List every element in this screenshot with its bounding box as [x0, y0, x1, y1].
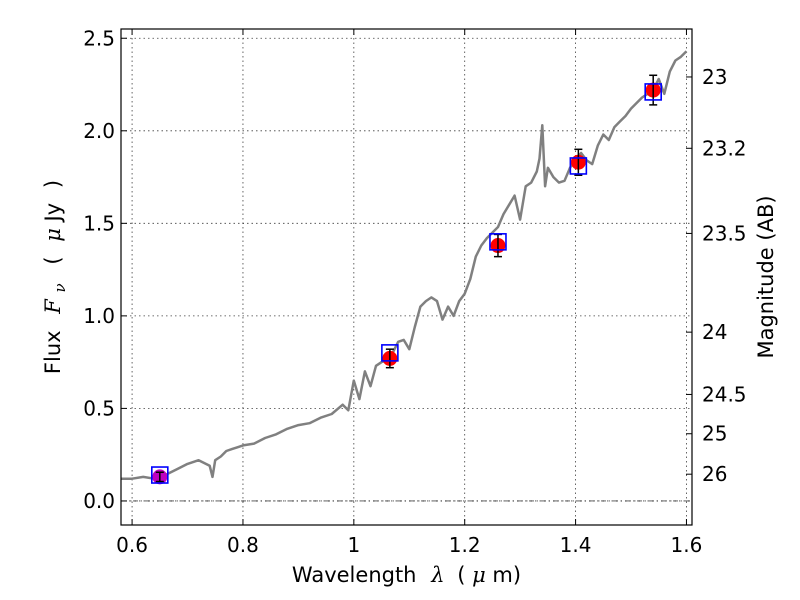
model-box-marker: [644, 83, 662, 101]
x-axis-label-mu: μ: [472, 563, 486, 587]
mag-tick-label: 24.5: [702, 382, 747, 406]
y2-axis-label: Magnitude (AB): [754, 195, 778, 358]
mag-tick-label: 23.2: [702, 136, 747, 160]
grid: [121, 29, 692, 525]
y-axis-label-mu: μ: [41, 228, 65, 242]
x-tick-label: 1.2: [449, 533, 481, 557]
x-axis-label-unit: m): [492, 563, 521, 587]
x-tick-label: 1.6: [671, 533, 703, 557]
photometry-point: [569, 148, 588, 176]
mag-tick-label: 23.5: [702, 221, 747, 245]
mag-tick-label: 26: [702, 462, 727, 486]
model-box-marker: [381, 344, 399, 362]
mag-tick-label: 23: [702, 65, 727, 89]
x-tick-label: 1.4: [560, 533, 592, 557]
photometry-point: [489, 233, 507, 258]
y-axis-label: Flux F ν ( μ Jy ): [41, 180, 70, 374]
y-tick-label: 1.5: [83, 211, 115, 235]
mag-tick-label: 24: [702, 320, 727, 344]
photometry-point: [644, 74, 662, 106]
x-axis-label-unit-open: (: [457, 563, 465, 587]
axis-ticks: 0.6 0.8 1 1.2 1.4 1.6 0.0 0.5 1.0 1.5 2.0 2.5 23 23.2…: [83, 26, 746, 557]
y-tick-label: 2.0: [83, 119, 115, 143]
y-axis-label-nu: ν: [51, 283, 69, 292]
spectrum-series: [121, 50, 688, 480]
x-axis-label-lambda: λ: [430, 563, 444, 587]
model-box-marker: [151, 466, 169, 484]
photometry-points: [151, 74, 662, 485]
spectrum-line: [121, 50, 688, 480]
photometry-point: [151, 466, 169, 485]
y-axis-label-unit-open: (: [41, 256, 65, 264]
y-axis-label-unit: Jy: [41, 203, 65, 224]
x-axis-label-text: Wavelength: [292, 563, 417, 587]
x-tick-label: 0.8: [227, 533, 259, 557]
y-axis-label-unit-close: ): [41, 180, 65, 188]
y-axis-label-text: Flux: [41, 330, 65, 374]
model-box-marker: [569, 157, 588, 175]
photometry-point: [381, 344, 399, 369]
y-tick-label: 0.5: [83, 396, 115, 420]
x-tick-label: 1: [347, 533, 360, 557]
x-tick-label: 0.6: [116, 533, 148, 557]
plot-frame: [120, 28, 693, 526]
y-tick-label: 0.0: [83, 489, 115, 513]
mag-tick-label: 25: [702, 422, 727, 446]
y-tick-label: 1.0: [83, 304, 115, 328]
model-box-marker: [489, 233, 507, 251]
y-axis-label-F: F: [41, 298, 65, 315]
x-axis-label: Wavelength λ ( μ m): [292, 563, 521, 587]
y-tick-label: 2.5: [83, 26, 115, 50]
